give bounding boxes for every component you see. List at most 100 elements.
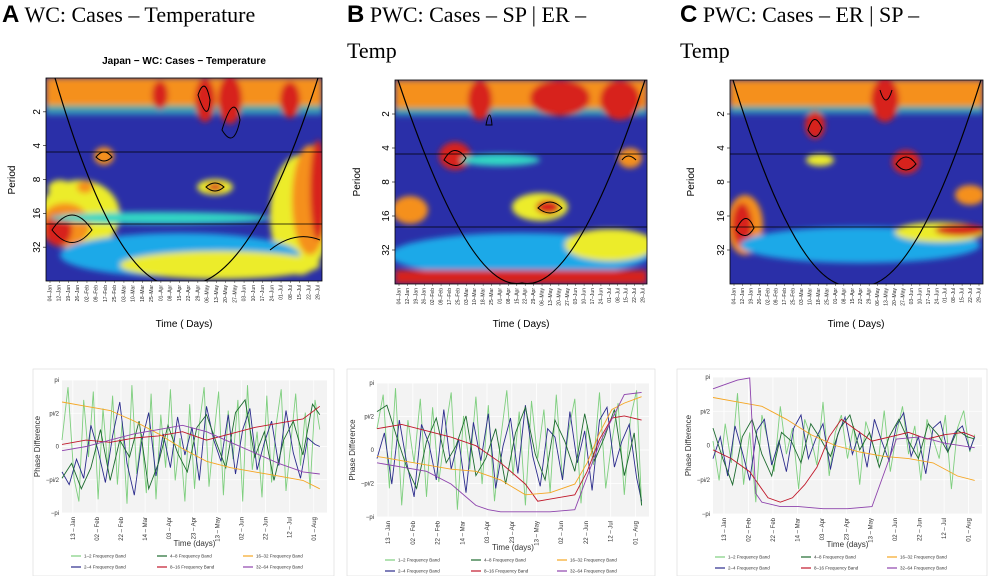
panel-b-title: PWC: Cases – SP | ER – (369, 2, 587, 27)
panel-b-phase-ytick-label: −pi (366, 515, 374, 521)
panel-c-date-tick-label: 29–Jul (977, 288, 983, 303)
panel-c-series-line-6 (712, 377, 975, 510)
panel-c-series-line-2 (712, 411, 976, 481)
panel-b-date-tick-label: 03–Mar (464, 288, 470, 305)
panel-c-date-tick-label: 08–Apr (841, 288, 847, 304)
panel-a-date-tick-label: 17–Jun (260, 285, 266, 302)
panel-c-date-tick-label: 10–Mar (808, 288, 814, 305)
panel-b-date-tick-label: 01–Apr (497, 288, 503, 304)
panel-c-date-tick-label: 13–May (884, 288, 890, 306)
panel-b-date-tick-label: 02–Feb (430, 288, 436, 305)
panel-c-phase-xtick-label: 12 – Jul (942, 518, 948, 539)
panel-a-phase-xtick-label: 02 – Feb (95, 516, 101, 540)
panel-c-period-tick-label: 2 (716, 111, 727, 117)
panel-a-series-line-5 (61, 401, 321, 490)
panel-b-phase-xtick-label: 02 – Feb (411, 520, 417, 544)
panel-b-series-line-2 (376, 405, 643, 502)
panel-a-date-tick-label: 27–May (232, 285, 238, 303)
panel-a-date-tick-label: 10–Jun (251, 285, 257, 302)
panel-a-date-tick-label: 12–Jan (57, 285, 63, 302)
panel-a-phase-xtick-label: 13 – Jan (71, 517, 77, 540)
panel-b-date-tick-label: 10–Jun (582, 288, 588, 305)
panel-a-date-tick-label: 02–Feb (84, 285, 90, 302)
panel-b-date-tick-label: 08–Apr (506, 288, 512, 304)
panel-a-date-tick-label: 09–Feb (94, 285, 100, 302)
panel-b-date-tick-label: 09–Feb (439, 288, 445, 305)
panel-c-legend-label: 32–64 Frequency Band (900, 566, 947, 571)
panel-c-title: PWC: Cases – ER | SP – (702, 2, 920, 27)
panel-b-phase-xtick-label: 01 – Aug (633, 521, 639, 545)
panel-b-legend-label: 8–16 Frequency Band (484, 569, 529, 574)
panel-a-phase-xtick-label: 14 – Mar (143, 517, 149, 541)
panel-b-period-tick-label: 2 (381, 111, 392, 117)
panel-a-period-tick-label: 16 (32, 207, 43, 219)
panel-c-date-tick-label: 18–Mar (816, 288, 822, 305)
panel-b-legend-label: 2–4 Frequency Band (398, 569, 440, 574)
panel-c-phase-chart: pi pi/2 0 −pi/2 −pi 13 – Jan 02 – Feb 22 – Feb 1… (676, 368, 988, 576)
panel-b-date-tick-label: 29–Jul (641, 288, 647, 303)
panel-a-date-tick-label: 15–Jul (297, 285, 303, 300)
panel-a-phase-ylabel: Phase Difference (33, 415, 42, 477)
panel-c-phase-ytick-label: −pi (702, 512, 710, 518)
panel-a-header: A WC: Cases – Temperature (2, 2, 255, 28)
panel-b-date-tick-label: 17–Jun (590, 288, 596, 305)
panel-b-letter: B (347, 1, 365, 28)
panel-a-time-label: Time ( Days) (156, 319, 213, 330)
panel-b-heatmap (395, 80, 647, 284)
panel-b-series-line-6 (376, 391, 642, 513)
panel-a-date-tick-label: 25–Feb (112, 285, 118, 302)
panel-a-phase-ytick-label: −pi (51, 511, 59, 517)
panel-a-date-tick-label: 01–Apr (158, 285, 164, 301)
panel-a-heatmap (46, 78, 322, 281)
panel-c-legend-label: 1–2 Frequency Band (728, 555, 770, 560)
panel-a-date-tick-label: 22–Jul (306, 285, 312, 300)
panel-c-series-line-4 (712, 418, 975, 503)
panel-a-phase-xtick-label: 03 – Apr (167, 517, 173, 539)
panel-b-legend-label: 4–8 Frequency Band (484, 558, 526, 563)
panel-b-date-ticks: 04–Jan 12–Jan 19–Jan 26–Jan 02–Feb 09–Feb 17–F… (397, 284, 647, 306)
panel-c-legend-label: 16–32 Frequency Band (900, 555, 947, 560)
panel-c-date-tick-label: 20–May (892, 288, 898, 306)
panel-c-phase-xtick-label: 14 – Mar (795, 518, 801, 542)
panel-b-phase-ytick-label: pi (369, 381, 374, 387)
panel-c-date-tick-label: 25–Mar (824, 288, 830, 305)
panel-b-date-tick-label: 13–May (548, 288, 554, 306)
panel-b-phase-xtick-label: 13 – Jan (386, 521, 392, 544)
panel-c-period-tick-label: 8 (716, 179, 727, 185)
panel-c-date-tick-label: 24–Jun (934, 288, 940, 305)
panel-c-date-tick-label: 08–Jul (951, 288, 957, 303)
panel-a-series-line-4 (61, 405, 321, 445)
panel-a-date-tick-label: 06–May (205, 285, 211, 303)
panel-b-series-line-4 (376, 415, 642, 502)
panel-a-legend-label: 32–64 Frequency Band (256, 565, 303, 570)
panel-a-legend-label: 8–16 Frequency Band (170, 565, 215, 570)
panel-c-period-label: Period (686, 168, 697, 197)
panel-b-phase-ytick-label: pi/2 (364, 415, 374, 421)
panel-a-date-tick-label: 20–May (223, 285, 229, 303)
panel-b-series-line-1 (376, 388, 643, 510)
panel-a-series-line-3 (61, 398, 321, 491)
panel-b-title-line2: Temp (347, 38, 397, 63)
panel-b-date-tick-label: 10–Mar (472, 288, 478, 305)
panel-c-time-label: Time ( Days) (828, 319, 885, 330)
panel-a-date-tick-label: 19–Jan (66, 285, 72, 302)
panel-b-legend-label: 32–64 Frequency Band (570, 569, 617, 574)
panel-c-date-tick-label: 02–Feb (765, 288, 771, 305)
panel-b-legend-label: 16–32 Frequency Band (570, 558, 617, 563)
panel-c-phase-xtick-label: 02 – Jun (893, 518, 899, 541)
panel-c-date-tick-label: 29–Apr (867, 288, 873, 304)
panel-a-date-tick-label: 08–Jul (288, 285, 294, 300)
panel-a-date-tick-label: 25–Mar (149, 285, 155, 302)
panel-c-date-tick-label: 25–Feb (791, 288, 797, 305)
panel-a-date-tick-label: 29–Jul (316, 285, 322, 300)
panel-a-phase-ytick-label: 0 (56, 445, 60, 451)
panel-c-legend-label: 2–4 Frequency Band (728, 566, 770, 571)
panel-b-phase-xtick-label: 13 – May (534, 521, 540, 546)
panel-c-phase-xtick-label: 03 – Apr (820, 518, 826, 540)
panel-b-date-tick-label: 26–Jan (422, 288, 428, 305)
panel-b-date-tick-label: 24–Jun (598, 288, 604, 305)
panel-c-date-tick-label: 01–Jul (943, 288, 949, 303)
panel-c-phase-xtick-label: 22 – Feb (771, 517, 777, 541)
panel-a-period-ticks: 2 4 8 16 32 (32, 109, 46, 253)
panel-c-date-tick-label: 15–Apr (850, 288, 856, 304)
